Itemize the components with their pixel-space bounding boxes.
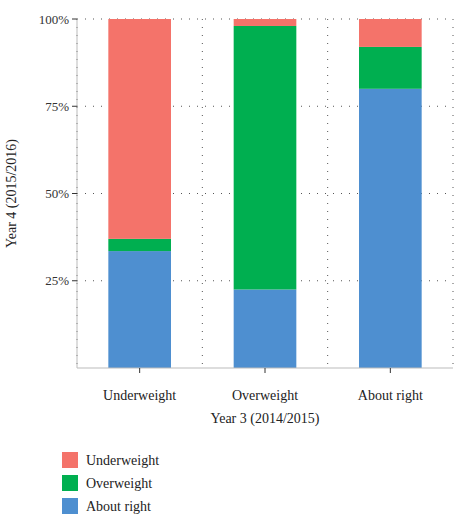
legend-swatch [62, 498, 78, 514]
y-tick [72, 280, 77, 281]
grid-line-vertical [327, 19, 328, 368]
bar-segment [108, 19, 171, 239]
x-tick-label: Overweight [232, 388, 298, 403]
chart-container: 25% 50% 75% 100% Underweight Overweight About … [0, 0, 468, 515]
y-tick [72, 106, 77, 107]
y-tick-label: 25% [45, 273, 69, 288]
bar-segment [359, 47, 422, 89]
legend-label: Overweight [86, 476, 152, 491]
x-tick [390, 368, 391, 373]
bar-segment [108, 239, 171, 251]
bar-segment [108, 251, 171, 368]
y-tick-label: 50% [45, 186, 69, 201]
bar-segment [234, 26, 297, 289]
x-tick-label: About right [358, 388, 423, 403]
chart-svg: 25% 50% 75% 100% Underweight Overweight About … [0, 0, 468, 515]
bars [108, 19, 421, 368]
bar-segment [359, 89, 422, 368]
x-tick [139, 368, 140, 373]
legend-swatch [62, 475, 78, 491]
y-tick-label: 75% [45, 99, 69, 114]
x-tick [265, 368, 266, 373]
bar-segment [359, 19, 422, 47]
legend-label: Underweight [86, 453, 159, 468]
y-axis-title: Year 4 (2015/2016) [4, 139, 20, 248]
y-tick-label: 100% [39, 12, 70, 27]
bar-segment [234, 19, 297, 26]
x-tick-label: Underweight [103, 388, 176, 403]
y-tick [72, 19, 77, 20]
legend: Underweight Overweight About right [62, 452, 159, 514]
grid [77, 19, 453, 368]
y-tick [72, 193, 77, 194]
legend-swatch [62, 452, 78, 468]
legend-label: About right [86, 499, 151, 514]
grid-line-vertical [202, 19, 203, 368]
grid-line-vertical [453, 19, 454, 368]
x-axis-title: Year 3 (2014/2015) [210, 411, 319, 427]
bar-segment [234, 289, 297, 368]
